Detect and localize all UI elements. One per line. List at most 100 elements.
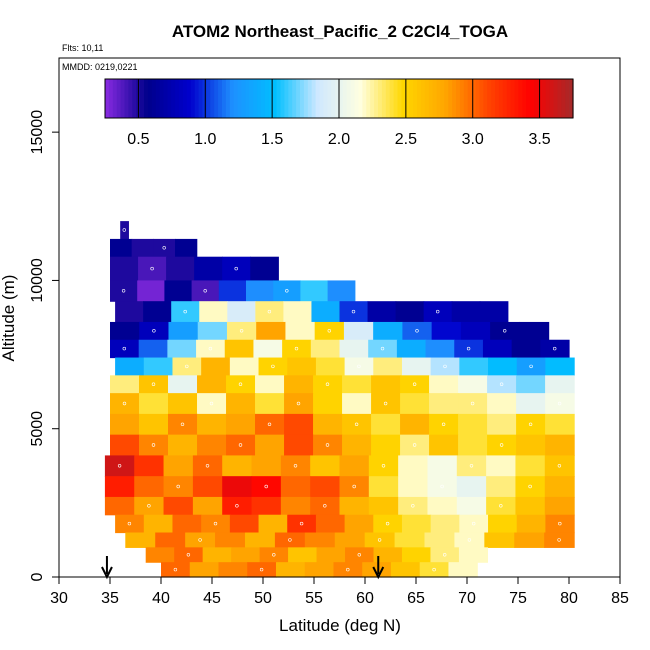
colorbar-swatch [459,79,465,118]
sample-marker [152,329,156,333]
heat-cell [430,514,460,534]
heat-cell [280,476,311,498]
heat-cell [172,514,202,534]
heat-cell [488,357,518,376]
colorbar-swatch [124,79,129,118]
x-tick-label: 85 [611,590,629,607]
heat-cell [515,476,546,498]
heat-cell [427,496,458,516]
heat-cell [139,393,169,415]
heat-cell [401,547,432,563]
heat-cell [454,339,484,359]
sample-marker [440,484,444,489]
heat-cell [139,413,169,436]
sample-marker [499,382,504,386]
sample-marker [323,504,327,508]
sample-marker [357,553,361,557]
heat-cell [255,413,285,436]
heat-cell [222,496,253,516]
heat-cell [515,455,546,477]
heat-cell [511,339,541,359]
chart-title: ATOM2 Northeast_Pacific_2 C2Cl4_TOGA [172,22,508,41]
colorbar-swatch [179,79,184,118]
sample-marker [327,329,331,333]
heat-cell [487,393,517,415]
heat-cell [313,413,343,436]
x-tick-label: 50 [254,590,272,607]
heat-cell [222,455,253,477]
heat-cell [516,514,547,534]
heat-cell [362,562,392,578]
heat-cell [171,301,200,323]
sample-marker [234,266,238,271]
sample-marker [183,309,187,314]
y-tick-label: 5000 [29,411,46,447]
colorbar-swatch [132,79,137,118]
colorbar-swatch [186,79,192,118]
colorbar-swatch [537,79,543,118]
heat-cell [125,532,156,548]
sample-marker [122,401,127,406]
colorbar-tick-label: 3.5 [528,131,550,148]
x-tick-label: 45 [203,590,221,607]
heat-cell [514,532,545,548]
heat-cell [487,434,517,457]
heat-cell [401,357,432,376]
sample-marker [147,504,151,508]
colorbar-swatch [120,79,126,118]
heat-cell [395,301,425,323]
heat-cell [456,455,487,477]
sample-marker [209,401,214,406]
heat-cell [540,339,570,359]
heat-cell [104,455,135,477]
sample-marker [121,289,126,293]
heat-cell [342,393,372,415]
heat-cell [167,339,197,359]
colorbar-swatch [202,79,207,118]
sample-marker [267,422,272,426]
heat-cell [486,476,517,498]
sample-marker [325,443,330,447]
heat-cell [155,532,186,548]
colorbar-swatch [487,79,492,118]
heat-cell [218,562,248,578]
colorbar-swatch [381,79,387,118]
colorbar-swatch [128,79,133,118]
colorbar-swatch [378,79,383,118]
heat-cell [115,301,144,323]
flights-label: Flts: 10,11 [62,43,103,53]
colorbar-tick-label: 2.5 [395,131,417,148]
colorbar-swatch [323,79,328,118]
sample-marker [293,464,298,468]
x-tick-label: 75 [509,590,527,607]
heat-cell [197,375,227,394]
heat-cell [138,339,168,359]
heat-cell [110,280,138,302]
heat-cell [368,455,399,477]
heat-cell [545,434,575,457]
colorbar-swatch [175,79,180,118]
heat-cell [488,514,518,534]
heat-cell [255,434,285,457]
colorbar-swatch [483,79,488,118]
heat-cell [168,321,199,341]
heat-cell [401,514,432,534]
sample-marker [352,484,356,489]
sample-marker [528,422,533,426]
heat-cell [487,375,517,394]
heat-cell [459,357,489,376]
heat-cell [280,455,311,477]
heat-cell [251,455,282,477]
colorbar-swatch [475,79,480,118]
sample-marker [443,553,447,557]
heat-cell [284,413,314,436]
colorbar-swatch [358,79,363,118]
sample-marker [122,228,127,232]
heat-cell [110,256,139,282]
x-tick-label: 35 [101,590,119,607]
heat-cell [458,393,488,415]
colorbar-swatch [225,79,231,118]
sample-marker [351,309,356,314]
heat-cell [425,339,455,359]
heat-cell [139,375,169,394]
